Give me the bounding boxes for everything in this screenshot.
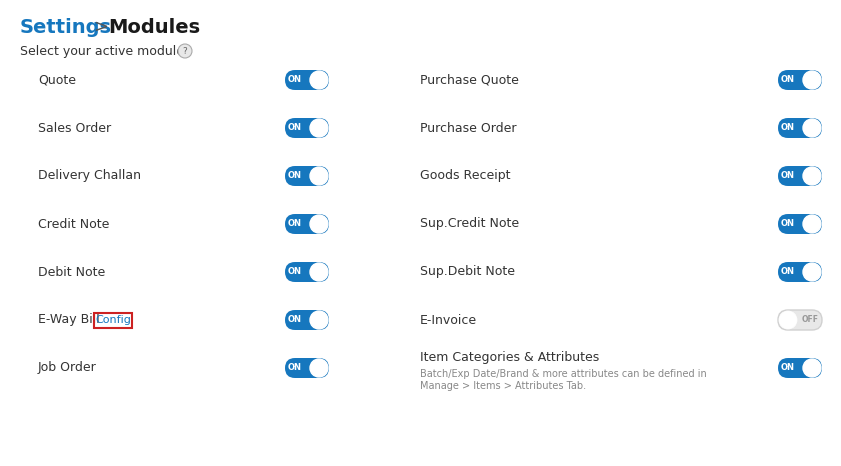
Circle shape xyxy=(803,71,821,89)
Text: >: > xyxy=(93,18,108,36)
FancyBboxPatch shape xyxy=(778,166,822,186)
FancyBboxPatch shape xyxy=(285,262,329,282)
Circle shape xyxy=(310,359,328,377)
Text: Batch/Exp Date/Brand & more attributes can be defined in: Batch/Exp Date/Brand & more attributes c… xyxy=(420,369,706,379)
Text: ON: ON xyxy=(288,171,302,180)
Circle shape xyxy=(310,119,328,137)
Text: Purchase Order: Purchase Order xyxy=(420,122,516,135)
Text: ON: ON xyxy=(288,123,302,132)
Circle shape xyxy=(779,311,797,329)
FancyBboxPatch shape xyxy=(778,214,822,234)
Text: E-Way Bill: E-Way Bill xyxy=(38,314,100,327)
Circle shape xyxy=(310,263,328,281)
Text: Delivery Challan: Delivery Challan xyxy=(38,170,141,183)
FancyBboxPatch shape xyxy=(285,118,329,138)
Text: ON: ON xyxy=(288,363,302,372)
Text: ON: ON xyxy=(288,315,302,324)
Text: Sales Order: Sales Order xyxy=(38,122,111,135)
Circle shape xyxy=(803,263,821,281)
Circle shape xyxy=(310,167,328,185)
FancyBboxPatch shape xyxy=(778,262,822,282)
Text: Manage > Items > Attributes Tab.: Manage > Items > Attributes Tab. xyxy=(420,381,586,391)
Text: ?: ? xyxy=(182,47,188,55)
FancyBboxPatch shape xyxy=(778,118,822,138)
Text: OFF: OFF xyxy=(801,315,818,324)
Text: ON: ON xyxy=(781,171,795,180)
Circle shape xyxy=(803,119,821,137)
Text: Sup.Credit Note: Sup.Credit Note xyxy=(420,218,519,231)
Text: E-Invoice: E-Invoice xyxy=(420,314,477,327)
Text: ON: ON xyxy=(781,363,795,372)
FancyBboxPatch shape xyxy=(285,358,329,378)
Text: Debit Note: Debit Note xyxy=(38,266,105,279)
Text: Job Order: Job Order xyxy=(38,362,97,375)
Text: Select your active modules: Select your active modules xyxy=(20,45,191,58)
Circle shape xyxy=(310,215,328,233)
Text: ON: ON xyxy=(288,267,302,276)
Text: Sup.Debit Note: Sup.Debit Note xyxy=(420,266,515,279)
Text: Credit Note: Credit Note xyxy=(38,218,109,231)
Text: ON: ON xyxy=(781,219,795,228)
Text: Purchase Quote: Purchase Quote xyxy=(420,74,519,87)
Circle shape xyxy=(310,311,328,329)
Circle shape xyxy=(803,359,821,377)
Text: Item Categories & Attributes: Item Categories & Attributes xyxy=(420,351,600,364)
Circle shape xyxy=(310,71,328,89)
Circle shape xyxy=(803,215,821,233)
Text: ON: ON xyxy=(781,267,795,276)
Text: Quote: Quote xyxy=(38,74,76,87)
FancyBboxPatch shape xyxy=(285,70,329,90)
Text: Config: Config xyxy=(95,315,131,325)
FancyBboxPatch shape xyxy=(778,358,822,378)
FancyBboxPatch shape xyxy=(778,310,822,330)
FancyBboxPatch shape xyxy=(285,166,329,186)
Text: ON: ON xyxy=(781,75,795,84)
FancyBboxPatch shape xyxy=(778,70,822,90)
Text: Settings: Settings xyxy=(20,18,112,37)
Text: ON: ON xyxy=(288,75,302,84)
FancyBboxPatch shape xyxy=(285,214,329,234)
Circle shape xyxy=(178,44,192,58)
FancyBboxPatch shape xyxy=(285,310,329,330)
Text: ON: ON xyxy=(781,123,795,132)
Circle shape xyxy=(803,167,821,185)
Text: Goods Receipt: Goods Receipt xyxy=(420,170,510,183)
Text: ON: ON xyxy=(288,219,302,228)
Text: Modules: Modules xyxy=(108,18,200,37)
